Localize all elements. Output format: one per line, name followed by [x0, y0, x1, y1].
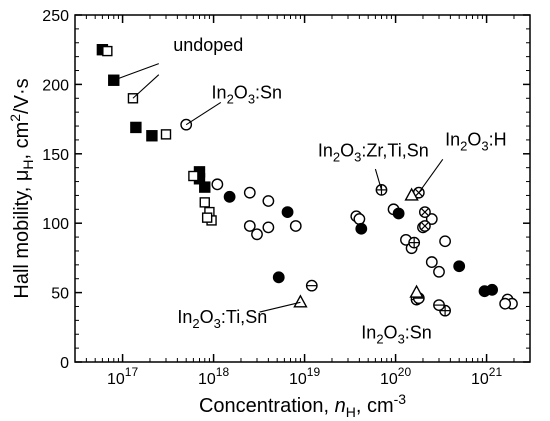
- open-circle-marker: [180, 118, 193, 131]
- y-tick-label: 0: [60, 355, 69, 372]
- open-triangle-marker: [409, 284, 424, 298]
- x-tick-label: 1018: [198, 365, 229, 388]
- y-tick-label: 50: [51, 286, 69, 303]
- open-square-marker: [160, 129, 172, 140]
- x-tick-label: 1020: [380, 365, 411, 388]
- annotation-label: In2O3:Sn: [212, 82, 283, 106]
- y-tick-label: 150: [42, 147, 69, 164]
- filled-circle-marker: [281, 206, 294, 218]
- open-circle-marker: [425, 256, 438, 268]
- annotation-leader-line: [132, 74, 160, 99]
- annotation-label: In2O3:H: [445, 129, 507, 153]
- filled-circle-marker: [392, 207, 405, 220]
- annotation-label: In2O3:Sn: [361, 322, 432, 346]
- annotation-label: In2O3:Ti,Sn: [177, 307, 267, 331]
- open-circle-marker: [289, 220, 302, 232]
- axis-ticks: 0 50 100 150 200 250 1017 1018 1019 1020 1021: [42, 8, 531, 388]
- annotations: undoped In2O3:Sn In2O3:Zr,Ti,Sn In2O3:H In2O…: [113, 35, 507, 346]
- open-square-marker: [199, 197, 210, 208]
- open-circle-marker: [425, 213, 438, 225]
- circle-plus-marker: [408, 236, 421, 249]
- annotation-label: undoped: [173, 35, 243, 55]
- open-circle-marker: [499, 297, 512, 310]
- circle-plus-marker: [439, 304, 451, 317]
- x-axis-title: Concentration, nH, cm-3: [199, 391, 406, 420]
- y-tick-label: 200: [42, 77, 69, 94]
- y-axis-title: Hall mobility, μH, cm2/V·s: [7, 78, 36, 298]
- x-tick-label: 1017: [107, 365, 138, 388]
- annotation-leader-line: [185, 101, 222, 126]
- y-tick-label: 100: [42, 216, 69, 233]
- open-circle-marker: [251, 228, 263, 241]
- filled-circle-marker: [355, 222, 368, 235]
- open-square-marker: [188, 170, 199, 182]
- x-tick-label: 1019: [289, 365, 320, 388]
- data-markers: [96, 44, 518, 317]
- x-tick-label: 1021: [471, 365, 502, 388]
- annotation-leader-line: [418, 159, 444, 193]
- open-circle-marker: [262, 221, 275, 234]
- annotation-leader-line: [374, 168, 383, 191]
- open-circle-marker: [262, 195, 275, 207]
- open-circle-marker: [243, 220, 256, 232]
- open-square-marker: [102, 45, 113, 57]
- filled-circle-marker: [272, 271, 285, 284]
- open-circle-marker: [211, 178, 224, 191]
- filled-square-marker: [146, 130, 158, 142]
- circle-x-marker: [419, 220, 431, 232]
- filled-circle-marker: [478, 285, 491, 298]
- filled-circle-marker: [453, 260, 466, 273]
- annotation-leader-line: [259, 301, 301, 313]
- plot-area: [74, 14, 531, 363]
- open-triangle-marker: [293, 294, 308, 308]
- circle-minus-marker: [305, 279, 318, 292]
- plot-frame: [74, 14, 531, 363]
- open-square-marker: [201, 212, 213, 223]
- annotation-label: In2O3:Zr,Ti,Sn: [318, 141, 429, 165]
- open-triangle-marker: [404, 187, 419, 201]
- open-circle-marker: [353, 213, 366, 225]
- filled-circle-marker: [223, 190, 236, 203]
- open-circle-marker: [433, 265, 445, 278]
- open-circle-marker: [439, 235, 451, 248]
- annotation-leader-line: [113, 63, 159, 81]
- circle-minus-marker: [433, 299, 445, 311]
- filled-square-marker: [130, 121, 142, 134]
- y-tick-label: 250: [42, 8, 69, 25]
- circle-x-marker: [419, 206, 431, 218]
- open-circle-marker: [243, 186, 256, 199]
